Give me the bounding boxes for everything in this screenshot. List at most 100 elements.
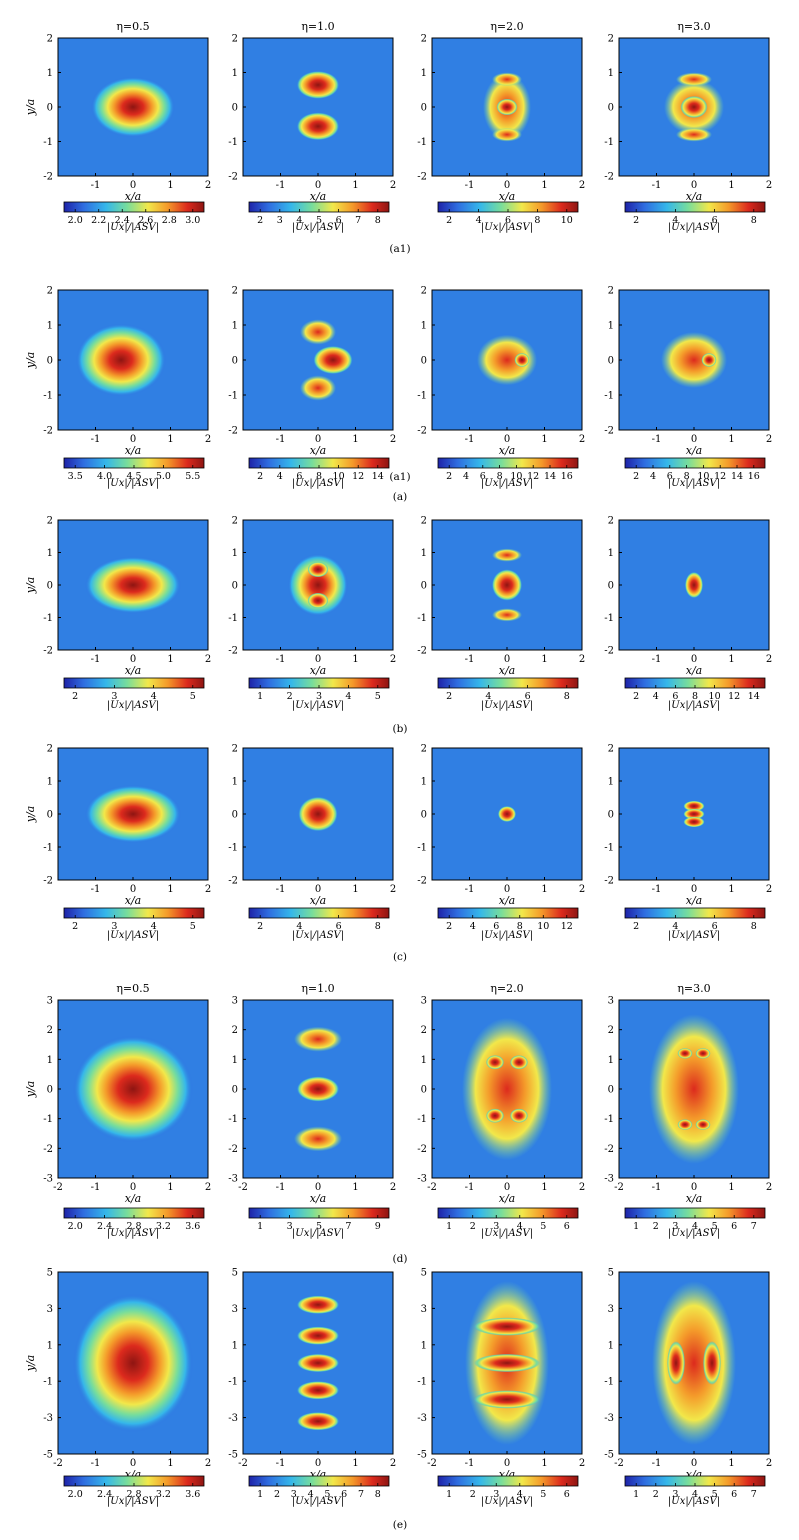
y-tick-label: 0 bbox=[421, 581, 427, 592]
x-tick-label: -1 bbox=[91, 1182, 101, 1193]
y-tick-label: -1 bbox=[43, 1377, 53, 1388]
x-tick-label: -1 bbox=[652, 1182, 662, 1193]
x-tick-label: 1 bbox=[728, 1182, 734, 1193]
colorbar-tick-label: 16 bbox=[748, 471, 760, 482]
y-tick-label: -2 bbox=[43, 876, 53, 887]
y-tick-label: 2 bbox=[47, 516, 53, 527]
x-tick-label: -1 bbox=[465, 884, 475, 895]
colorbar-tick-label: 3 bbox=[316, 691, 322, 702]
y-tick-label: 1 bbox=[421, 1340, 427, 1351]
x-tick-label: 1 bbox=[167, 884, 173, 895]
colorbar-tick-label: 6 bbox=[731, 1489, 737, 1500]
heatmap-hotspot bbox=[297, 1353, 339, 1373]
colorbar-tick-label: 8 bbox=[751, 921, 757, 932]
heatmap-panel: -2 -1 0 1 2 -1 0 1 2 x/a 2 4 6 8 |Ux|/|ASV| bbox=[417, 516, 585, 712]
colorbar-tick-label: 12 bbox=[527, 471, 539, 482]
x-tick-label: 0 bbox=[130, 434, 136, 445]
heatmap-hotspot bbox=[701, 353, 717, 367]
y-tick-label: 3 bbox=[47, 996, 53, 1007]
y-tick-label: 0 bbox=[47, 810, 53, 821]
heatmap-panel: -2 -1 0 1 2 -1 0 1 2 x/a y/a 3.5 4.0 4.5 5.0 5.5 |Ux|/|A… bbox=[24, 286, 211, 490]
x-tick-label: 0 bbox=[315, 1182, 321, 1193]
x-tick-label: 0 bbox=[504, 1182, 510, 1193]
y-tick-label: -1 bbox=[417, 137, 427, 148]
y-tick-label: 1 bbox=[47, 1055, 53, 1066]
colorbar-tick-label: 8 bbox=[517, 921, 523, 932]
heatmap-panel: -2 -1 0 1 2 -1 0 1 2 x/a 2 4 6 8 |Ux|/|ASV| bbox=[604, 744, 772, 942]
colorbar-tick-label: 2 bbox=[470, 1221, 476, 1232]
y-tick-label: 1 bbox=[47, 68, 53, 79]
x-tick-label: -1 bbox=[91, 1458, 101, 1469]
heatmap-panel: -2 -1 0 1 2 -1 0 1 2 x/a y/a 2 3 4 5 |Ux|/|ASV| bbox=[24, 744, 211, 942]
colorbar bbox=[624, 201, 766, 213]
heatmap-hotspot bbox=[703, 1341, 721, 1385]
colorbar-tick-label: 16 bbox=[561, 471, 573, 482]
x-tick-label: 1 bbox=[352, 434, 358, 445]
colorbar-tick-label: 4 bbox=[277, 471, 283, 482]
colorbar-tick-label: 8 bbox=[534, 215, 540, 226]
y-tick-label: -2 bbox=[228, 426, 238, 437]
colorbar-tick-label: 1 bbox=[446, 1221, 452, 1232]
colorbar-tick-label: 10 bbox=[561, 215, 573, 226]
subfigure-label: (b) bbox=[393, 723, 408, 735]
y-tick-label: 3 bbox=[232, 996, 238, 1007]
y-tick-label: -5 bbox=[43, 1450, 53, 1461]
colorbar-tick-label: 5 bbox=[190, 691, 196, 702]
y-tick-label: -1 bbox=[604, 843, 614, 854]
subfigure-label: (a) bbox=[393, 491, 407, 503]
y-tick-label: 0 bbox=[232, 1085, 238, 1096]
colorbar-tick-label: 2.8 bbox=[126, 1221, 141, 1232]
x-tick-label: 0 bbox=[691, 434, 697, 445]
y-tick-label: -2 bbox=[604, 426, 614, 437]
eta-header: η=3.0 bbox=[677, 982, 710, 995]
heatmap-panel: -2 -1 0 1 2 -1 0 1 2 x/a 1 2 3 4 5 |Ux|/|ASV| bbox=[228, 516, 396, 712]
y-tick-label: 0 bbox=[232, 810, 238, 821]
x-tick-label: 1 bbox=[352, 884, 358, 895]
subfigure-label: (a1) bbox=[389, 471, 410, 483]
y-tick-label: 5 bbox=[421, 1268, 427, 1279]
x-tick-label: -1 bbox=[276, 1458, 286, 1469]
heatmap-hotspot bbox=[486, 1108, 504, 1123]
colorbar-tick-label: 9 bbox=[375, 1221, 381, 1232]
x-tick-label: 2 bbox=[766, 884, 772, 895]
heatmap-hotspot bbox=[297, 1381, 339, 1400]
colorbar bbox=[624, 907, 766, 919]
colorbar-tick-label: 3.6 bbox=[185, 1489, 200, 1500]
y-tick-label: -2 bbox=[604, 1144, 614, 1155]
x-tick-label: -2 bbox=[238, 1458, 248, 1469]
colorbar-tick-label: 6 bbox=[336, 215, 342, 226]
colorbar-tick-label: 3 bbox=[287, 1221, 293, 1232]
x-tick-label: 0 bbox=[691, 884, 697, 895]
heatmap-hotspot bbox=[307, 592, 329, 609]
x-tick-label: -2 bbox=[53, 1458, 63, 1469]
heatmap-hotspot bbox=[300, 319, 336, 345]
x-axis-label: x/a bbox=[310, 894, 326, 907]
heatmap-panel: -2 -1 0 1 2 -1 0 1 2 x/a 2 4 6 8 |Ux|/|ASV| bbox=[604, 34, 772, 234]
y-tick-label: -1 bbox=[417, 1377, 427, 1388]
colorbar-tick-label: 1 bbox=[257, 1489, 263, 1500]
y-axis-label: y/a bbox=[24, 99, 37, 116]
heatmap-hotspot bbox=[294, 1026, 342, 1052]
y-tick-label: -2 bbox=[228, 646, 238, 657]
colorbar-tick-label: 14 bbox=[748, 691, 760, 702]
colorbar bbox=[248, 907, 390, 919]
heatmap-hotspot bbox=[85, 556, 181, 614]
x-axis-label: x/a bbox=[686, 190, 702, 203]
heatmap-hotspot bbox=[683, 816, 705, 828]
colorbar-tick-label: 5 bbox=[375, 691, 381, 702]
colorbar-tick-label: 12 bbox=[561, 921, 573, 932]
y-tick-label: 0 bbox=[608, 103, 614, 114]
heatmap-hotspot bbox=[695, 1119, 711, 1130]
colorbar-tick-label: 2 bbox=[446, 921, 452, 932]
y-tick-label: -5 bbox=[228, 1450, 238, 1461]
colorbar-label: |Ux|/|ASV| bbox=[107, 1496, 159, 1507]
x-tick-label: 2 bbox=[390, 654, 396, 665]
x-tick-label: -1 bbox=[276, 884, 286, 895]
heatmap-hotspot bbox=[677, 1048, 693, 1059]
colorbar-tick-label: 3 bbox=[672, 1221, 678, 1232]
y-tick-label: 1 bbox=[232, 548, 238, 559]
colorbar-tick-label: 5 bbox=[316, 215, 322, 226]
colorbar-tick-label: 2 bbox=[257, 215, 263, 226]
y-tick-label: 2 bbox=[232, 516, 238, 527]
